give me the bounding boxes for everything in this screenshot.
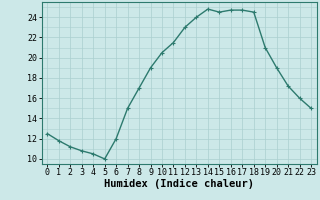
X-axis label: Humidex (Indice chaleur): Humidex (Indice chaleur) [104, 179, 254, 189]
